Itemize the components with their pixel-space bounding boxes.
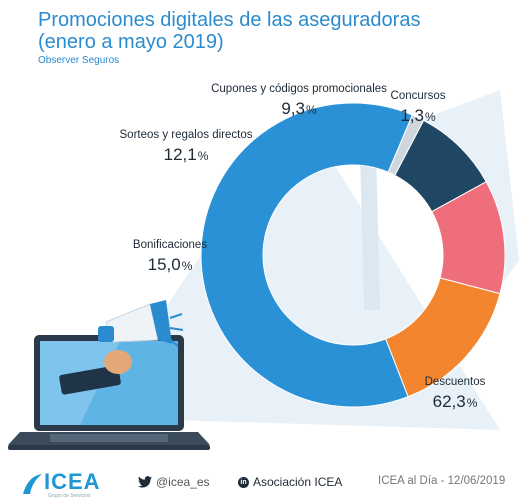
donut-chart: Descuentos 62,3% Bonificaciones 15,0% Sorteo… (8, 83, 519, 450)
slice-label-value: 15,0% (148, 255, 193, 274)
twitter-icon (138, 476, 152, 488)
laptop-megaphone-illustration (8, 300, 210, 450)
icea-logo-icon (23, 474, 42, 494)
donut-slices (200, 102, 506, 408)
slice-label-value: 62,3% (433, 392, 478, 411)
linkedin-link[interactable]: in Asociación ICEA (238, 475, 342, 489)
slice-labels: Descuentos 62,3% Bonificaciones 15,0% Sorteo… (120, 83, 486, 411)
logo-text: ICEA (44, 469, 101, 494)
slice-label-name: Descuentos (425, 376, 486, 388)
chart-title: Promociones digitales de las aseguradora… (38, 9, 421, 53)
slice-label-name: Cupones y códigos promocionales (211, 83, 387, 95)
slice-label-name: Sorteos y regalos directos (120, 129, 253, 141)
slice-descuentos (200, 102, 414, 408)
source-date: ICEA al Día - 12/06/2019 (378, 475, 505, 487)
source-label: ICEA al Día - 12/06/2019 (378, 475, 506, 487)
slice-concursos (387, 114, 425, 176)
footer: ICEA Grupo de Servicios @icea_es in Asoc… (0, 466, 519, 500)
slice-label-name: Bonificaciones (133, 239, 207, 251)
icea-logo: ICEA Grupo de Servicios (18, 468, 128, 499)
chart-subtitle: Observer Seguros (38, 55, 120, 66)
linkedin-label: Asociación ICEA (253, 475, 343, 489)
keyboard-grid (50, 434, 168, 442)
slice-label-value: 12,1% (164, 145, 209, 164)
logo-tagline: Grupo de Servicios (48, 493, 91, 499)
slice-label-value: 1,3% (400, 106, 436, 125)
twitter-label: @icea_es (156, 475, 210, 489)
slice-label-name: Concursos (391, 90, 446, 102)
twitter-handle[interactable]: @icea_es (138, 475, 210, 489)
slice-label-value: 9,3% (281, 99, 317, 118)
linkedin-icon: in (238, 476, 249, 488)
